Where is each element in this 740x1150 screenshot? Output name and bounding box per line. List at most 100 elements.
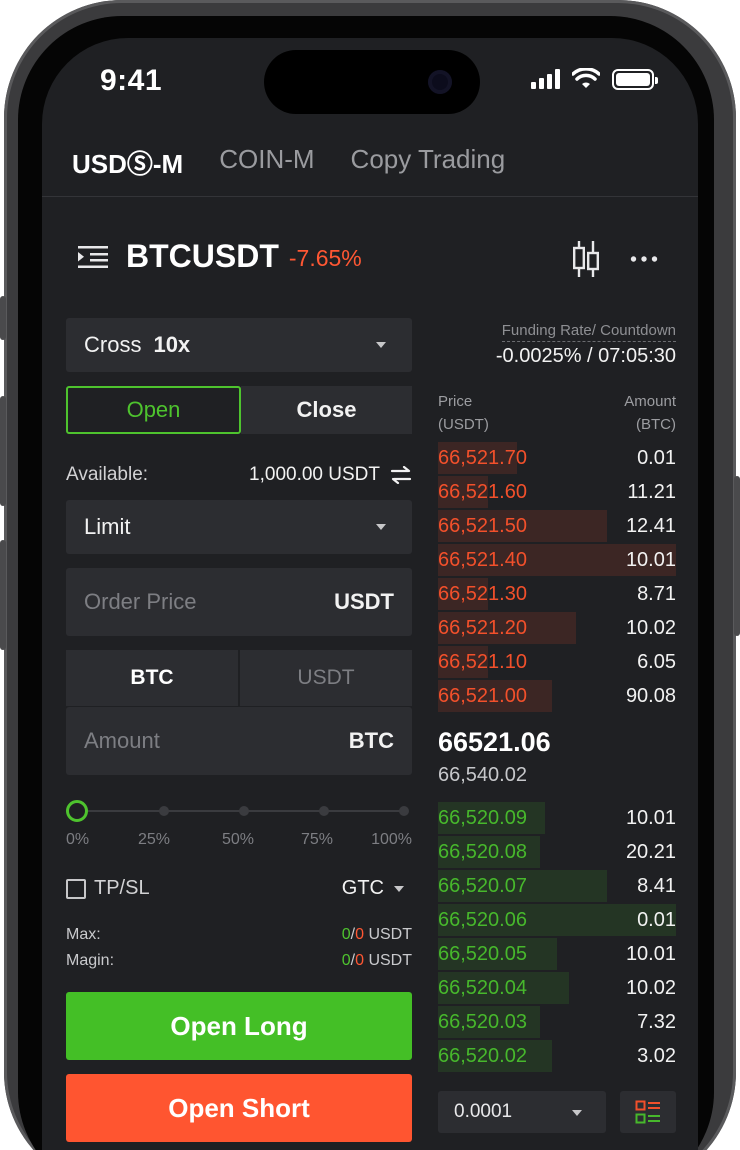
bid-price: 66,520.07: [438, 874, 527, 897]
open-short-button[interactable]: Open Short: [66, 1074, 412, 1142]
ask-amount: 0.01: [637, 446, 676, 469]
ask-row[interactable]: 66,521.60 11.21: [438, 475, 676, 509]
unit-btc-button[interactable]: BTC: [66, 650, 238, 706]
margin-leverage-select[interactable]: Cross 10x: [66, 318, 412, 372]
tpsl-checkbox[interactable]: TP/SL: [66, 877, 150, 900]
bid-row[interactable]: 66,520.08 20.21: [438, 835, 676, 869]
menu-list-icon[interactable]: [76, 244, 110, 270]
camera-icon: [428, 70, 452, 94]
order-book-view-button[interactable]: [620, 1091, 676, 1133]
open-long-button[interactable]: Open Long: [66, 992, 412, 1060]
order-type-select[interactable]: Limit: [66, 500, 412, 554]
depth-bar: [438, 972, 569, 1004]
pair-change: -7.65%: [288, 245, 362, 271]
bid-row[interactable]: 66,520.07 8.41: [438, 869, 676, 903]
bid-row[interactable]: 66,520.09 10.01: [438, 801, 676, 835]
chevron-down-icon: [572, 1110, 582, 1116]
ask-row[interactable]: 66,521.10 6.05: [438, 645, 676, 679]
amount-slider[interactable]: [66, 799, 412, 829]
amount-input[interactable]: Amount BTC: [66, 707, 412, 775]
max-long: 0: [341, 926, 351, 943]
precision-select[interactable]: 0.0001: [438, 1091, 606, 1133]
slider-label: 50%: [222, 831, 255, 848]
order-book-header: Price (USDT) Amount (BTC): [438, 390, 676, 436]
tabs-divider: [42, 196, 698, 197]
ask-row[interactable]: 66,521.20 10.02: [438, 611, 676, 645]
price-header: Price: [438, 393, 473, 410]
last-price: 66521.06: [438, 727, 551, 757]
tab-open[interactable]: Open: [66, 386, 241, 434]
order-price-input[interactable]: Order Price USDT: [66, 568, 412, 636]
slider-label: 75%: [301, 831, 334, 848]
unit-usdt-button[interactable]: USDT: [240, 650, 412, 706]
tab-usds-m[interactable]: USDⓈ-M: [72, 149, 184, 179]
available-label: Available:: [66, 464, 149, 485]
status-time: 9:41: [100, 64, 163, 97]
battery-icon: [612, 68, 658, 90]
depth-bar: [438, 578, 488, 610]
bid-amount: 0.01: [637, 908, 676, 931]
depth-bar: [438, 938, 557, 970]
bids-list: 66,520.09 10.01 66,520.08 20.21 66,520.07 8…: [438, 801, 676, 1073]
margin-long: 0: [341, 952, 351, 969]
amount-header-unit: (BTC): [636, 416, 676, 433]
status-icons: [531, 68, 658, 90]
order-book-footer: 0.0001: [438, 1091, 676, 1133]
max-unit: USDT: [368, 926, 412, 943]
candlestick-icon[interactable]: [572, 240, 600, 278]
max-label: Max:: [66, 926, 101, 943]
wifi-icon: [572, 68, 600, 88]
more-icon[interactable]: [630, 255, 658, 263]
ask-row[interactable]: 66,521.50 12.41: [438, 509, 676, 543]
tab-copy-trading[interactable]: Copy Trading: [350, 144, 506, 174]
margin-unit: USDT: [368, 952, 412, 969]
ask-row[interactable]: 66,521.30 8.71: [438, 577, 676, 611]
margin-short: 0: [355, 952, 364, 969]
depth-bar: [438, 836, 541, 868]
pair-symbol[interactable]: BTCUSDT: [126, 238, 279, 274]
margin-label: Magin:: [66, 952, 115, 969]
volume-up-button: [0, 396, 6, 506]
bid-row[interactable]: 66,520.03 7.32: [438, 1005, 676, 1039]
depth-bar: [438, 646, 488, 678]
slider-label: 100%: [371, 831, 412, 848]
tab-close[interactable]: Close: [241, 386, 412, 434]
margin-mode: Cross: [84, 332, 142, 357]
bid-amount: 3.02: [637, 1044, 676, 1067]
transfer-icon[interactable]: [390, 466, 412, 484]
bid-amount: 20.21: [625, 840, 676, 863]
price-header-unit: (USDT): [438, 416, 489, 433]
ask-row[interactable]: 66,521.00 90.08: [438, 679, 676, 713]
ask-row[interactable]: 66,521.70 0.01: [438, 441, 676, 475]
time-in-force-select[interactable]: GTC: [342, 877, 404, 900]
slider-tick[interactable]: [399, 806, 409, 816]
funding-rate-label[interactable]: Funding Rate/ Countdown: [438, 322, 676, 342]
slider-knob[interactable]: [66, 800, 88, 822]
slider-tick[interactable]: [319, 806, 329, 816]
mute-switch: [0, 296, 6, 340]
ask-row[interactable]: 66,521.40 10.01: [438, 543, 676, 577]
bid-row[interactable]: 66,520.06 0.01: [438, 903, 676, 937]
bid-row[interactable]: 66,520.02 3.02: [438, 1039, 676, 1073]
depth-bar: [438, 544, 676, 576]
tab-coin-m[interactable]: COIN-M: [219, 144, 315, 174]
checkbox-icon: [66, 878, 86, 899]
max-short: 0: [355, 926, 364, 943]
available-balance: Available: 1,000.00 USDT: [66, 464, 412, 486]
depth-bar: [438, 442, 517, 474]
depth-bar: [438, 612, 577, 644]
bid-price: 66,520.02: [438, 1044, 527, 1067]
app-screen: 9:41 USDⓈ-M COIN-M Copy Trading BTCUSDT …: [42, 38, 698, 1150]
precision-value: 0.0001: [454, 1101, 513, 1122]
asks-list: 66,521.70 0.01 66,521.60 11.21 66,521.50 12…: [438, 441, 676, 713]
bid-amount: 10.01: [625, 942, 676, 965]
slider-label: 25%: [138, 831, 171, 848]
slider-tick[interactable]: [239, 806, 249, 816]
chevron-down-icon: [394, 885, 404, 892]
bid-row[interactable]: 66,520.04 10.02: [438, 971, 676, 1005]
order-book-view-icon: [635, 1100, 660, 1124]
slider-tick[interactable]: [159, 806, 169, 816]
max-row: Max: 0/0 USDT: [66, 926, 412, 943]
bid-row[interactable]: 66,520.05 10.01: [438, 937, 676, 971]
ask-price: 66,521.70: [438, 446, 527, 469]
